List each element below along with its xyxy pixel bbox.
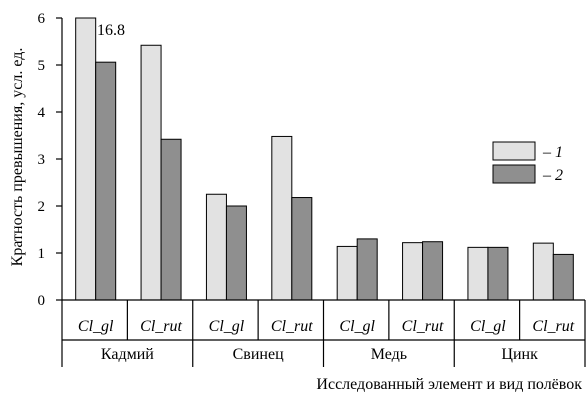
bar-Цинк-Cl_gl-series-1	[468, 247, 488, 300]
bar-Цинк-Cl_gl-series-2	[488, 247, 508, 300]
bar-Цинк-Cl_rut-series-1	[533, 243, 553, 300]
bar-Медь-Cl_gl-series-1	[337, 246, 357, 300]
bar-Медь-Cl_rut-series-1	[403, 243, 423, 300]
legend-label-1: – 1	[542, 144, 563, 161]
bar-Свинец-Cl_rut-series-2	[292, 198, 312, 300]
bar-Цинк-Cl_rut-series-2	[553, 254, 573, 300]
x-category-label: Cl_gl	[470, 318, 506, 335]
legend-swatch-1	[493, 142, 535, 160]
bar-Свинец-Cl_rut-series-1	[272, 136, 292, 300]
bar-Кадмий-Cl_gl-series-1	[76, 18, 96, 300]
x-category-label: Cl_rut	[402, 318, 444, 335]
x-group-label: Кадмий	[101, 346, 154, 363]
x-group-label: Свинец	[233, 346, 284, 363]
x-category-label: Cl_gl	[339, 318, 375, 335]
bar-Кадмий-Cl_rut-series-1	[141, 45, 161, 300]
x-axis-title: Исследованный элемент и вид полёвок	[316, 376, 582, 393]
y-tick-label: 1	[38, 246, 46, 262]
bar-Медь-Cl_gl-series-2	[357, 239, 377, 300]
y-tick-label: 5	[38, 58, 46, 74]
x-category-label: Cl_rut	[140, 318, 182, 335]
y-tick-label: 2	[38, 199, 46, 215]
bar-Кадмий-Cl_rut-series-2	[161, 139, 181, 300]
x-category-label: Cl_gl	[209, 318, 245, 335]
x-group-label: Медь	[371, 346, 407, 363]
bar-Свинец-Cl_gl-series-2	[226, 206, 246, 300]
bar-Свинец-Cl_gl-series-1	[206, 194, 226, 300]
y-axis-title: Кратность превышения, усл. ед.	[9, 48, 26, 267]
x-category-label: Cl_rut	[532, 318, 574, 335]
data-label-16-8: 16.8	[97, 22, 125, 39]
y-tick-label: 3	[38, 152, 46, 168]
bar-Кадмий-Cl_gl-series-2	[96, 62, 116, 300]
bar-Медь-Cl_rut-series-2	[423, 242, 443, 300]
legend: – 1 – 2	[493, 142, 563, 184]
x-category-label: Cl_gl	[78, 318, 114, 335]
legend-label-2: – 2	[542, 167, 563, 184]
x-axis: Cl_gl Cl_rut Кадмий Cl_gl Cl_rut Свинец Cl_gl C…	[62, 300, 585, 367]
legend-swatch-2	[493, 165, 535, 183]
y-tick-label: 4	[38, 105, 46, 121]
x-group-label: Цинк	[501, 346, 538, 363]
x-category-label: Cl_rut	[271, 318, 313, 335]
y-tick-label: 6	[38, 11, 46, 27]
y-axis: 0 1 2 3 4 5 6	[38, 11, 63, 309]
y-tick-label: 0	[38, 293, 46, 309]
